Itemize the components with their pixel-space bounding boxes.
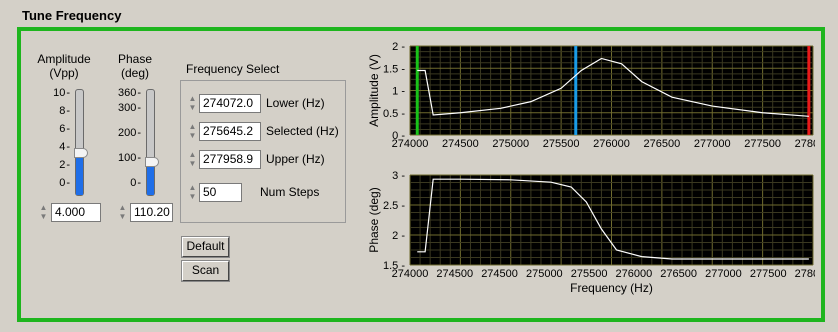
steps-spinner[interactable]: ▲ ▼: [188, 183, 197, 201]
selected-frequency-label: Selected (Hz): [266, 124, 339, 138]
amplitude-label-unit: (Vpp): [49, 66, 79, 80]
panel-title: Tune Frequency: [22, 8, 122, 23]
y-tick-label: 1 -: [392, 86, 405, 98]
phase-spinner[interactable]: ▲ ▼: [118, 203, 127, 221]
upper-frequency-label: Upper (Hz): [266, 152, 325, 166]
y-tick-label: 0.5 -: [383, 108, 405, 120]
x-tick-label: 276000: [593, 138, 630, 150]
x-tick-label: 274500: [481, 268, 518, 280]
x-tick-label: 275500: [571, 268, 608, 280]
y-tick-label: 3 -: [392, 170, 405, 182]
series-line: [417, 178, 809, 260]
phase-label: Phase (deg): [110, 52, 160, 80]
amplitude-tick: 8: [59, 105, 70, 117]
amplitude-label-name: Amplitude: [37, 52, 91, 66]
y-tick-label: 1.5 -: [383, 260, 405, 272]
y-axis-label: Amplitude (V): [367, 54, 381, 127]
lower-spinner[interactable]: ▲ ▼: [188, 94, 197, 112]
amplitude-tick: 6: [59, 123, 70, 135]
selected-frequency-input[interactable]: 275645.2: [199, 122, 261, 141]
phase-tick: 0: [130, 177, 141, 189]
num-steps-label: Num Steps: [260, 185, 320, 199]
amplitude-chart: 274000 274500 275000 275500 276000 276500 2770…: [367, 41, 815, 150]
y-tick-label: 2 -: [392, 230, 405, 242]
default-button[interactable]: Default: [181, 236, 230, 258]
y-tick-label: 2.5 -: [383, 200, 405, 212]
phase-slider-thumb[interactable]: [145, 157, 159, 168]
y-tick-label: 2 -: [392, 41, 405, 53]
selected-spinner[interactable]: ▲ ▼: [188, 122, 197, 140]
lower-frequency-input[interactable]: 274072.0: [199, 94, 261, 113]
amplitude-tick: 0: [59, 177, 70, 189]
phase-chart: 274000 274500 274500 275000 275500 276000 2765…: [367, 170, 815, 295]
lower-frequency-label: Lower (Hz): [266, 96, 325, 110]
amplitude-tick: 2: [59, 159, 70, 171]
amplitude-spinner[interactable]: ▲ ▼: [39, 203, 48, 221]
phase-tick: 200: [118, 127, 141, 139]
x-tick-label: 276500: [644, 138, 681, 150]
amplitude-slider[interactable]: [75, 89, 84, 196]
y-axis-label: Phase (deg): [367, 187, 381, 252]
phase-tick: 360: [118, 87, 141, 99]
x-tick-label: 278000: [795, 138, 815, 150]
panel-frame: [17, 27, 825, 322]
amplitude-slider-fill: [76, 153, 83, 195]
amplitude-label: Amplitude (Vpp): [34, 52, 94, 80]
x-tick-label: 276500: [660, 268, 697, 280]
phase-label-unit: (deg): [120, 66, 149, 80]
x-tick-label: 276000: [616, 268, 653, 280]
upper-frequency-input[interactable]: 277958.9: [199, 150, 261, 169]
frequency-select-group: [180, 80, 346, 223]
phase-slider-fill: [147, 163, 154, 195]
x-axis-label: Frequency (Hz): [570, 281, 653, 295]
x-tick-label: 278000: [795, 268, 815, 280]
num-steps-input[interactable]: 50: [199, 183, 242, 202]
phase-slider[interactable]: [146, 89, 155, 196]
frequency-select-title: Frequency Select: [186, 62, 280, 76]
phase-tick: 100: [118, 152, 141, 164]
x-tick-label: 274000: [392, 138, 429, 150]
phase-label-name: Phase: [117, 52, 153, 66]
series-line: [417, 57, 809, 117]
x-tick-label: 277000: [694, 138, 731, 150]
phase-tick: 300: [118, 102, 141, 114]
phase-input[interactable]: 110.20: [130, 203, 173, 222]
scan-button[interactable]: Scan: [181, 260, 230, 282]
x-tick-label: 274500: [436, 268, 473, 280]
amplitude-scale: 10 8 6 4 2 0: [36, 87, 70, 192]
phase-scale: 360 300 200 100 0: [107, 87, 141, 192]
upper-spinner[interactable]: ▲ ▼: [188, 150, 197, 168]
amplitude-tick: 10: [53, 87, 70, 99]
x-tick-label: 277500: [750, 268, 787, 280]
x-tick-label: 275500: [543, 138, 580, 150]
x-tick-label: 275000: [526, 268, 563, 280]
charts: 274000 274500 275000 275500 276000 276500 2770…: [367, 41, 815, 295]
amplitude-tick: 4: [59, 141, 70, 153]
x-tick-label: 275000: [492, 138, 529, 150]
x-tick-label: 274500: [442, 138, 479, 150]
x-tick-label: 274000: [392, 268, 429, 280]
y-tick-label: 0 -: [392, 130, 405, 142]
x-tick-label: 277500: [744, 138, 781, 150]
amplitude-input[interactable]: 4.000: [51, 203, 101, 222]
y-tick-label: 1.5 -: [383, 63, 405, 75]
amplitude-slider-thumb[interactable]: [74, 147, 88, 158]
x-tick-label: 277000: [705, 268, 742, 280]
